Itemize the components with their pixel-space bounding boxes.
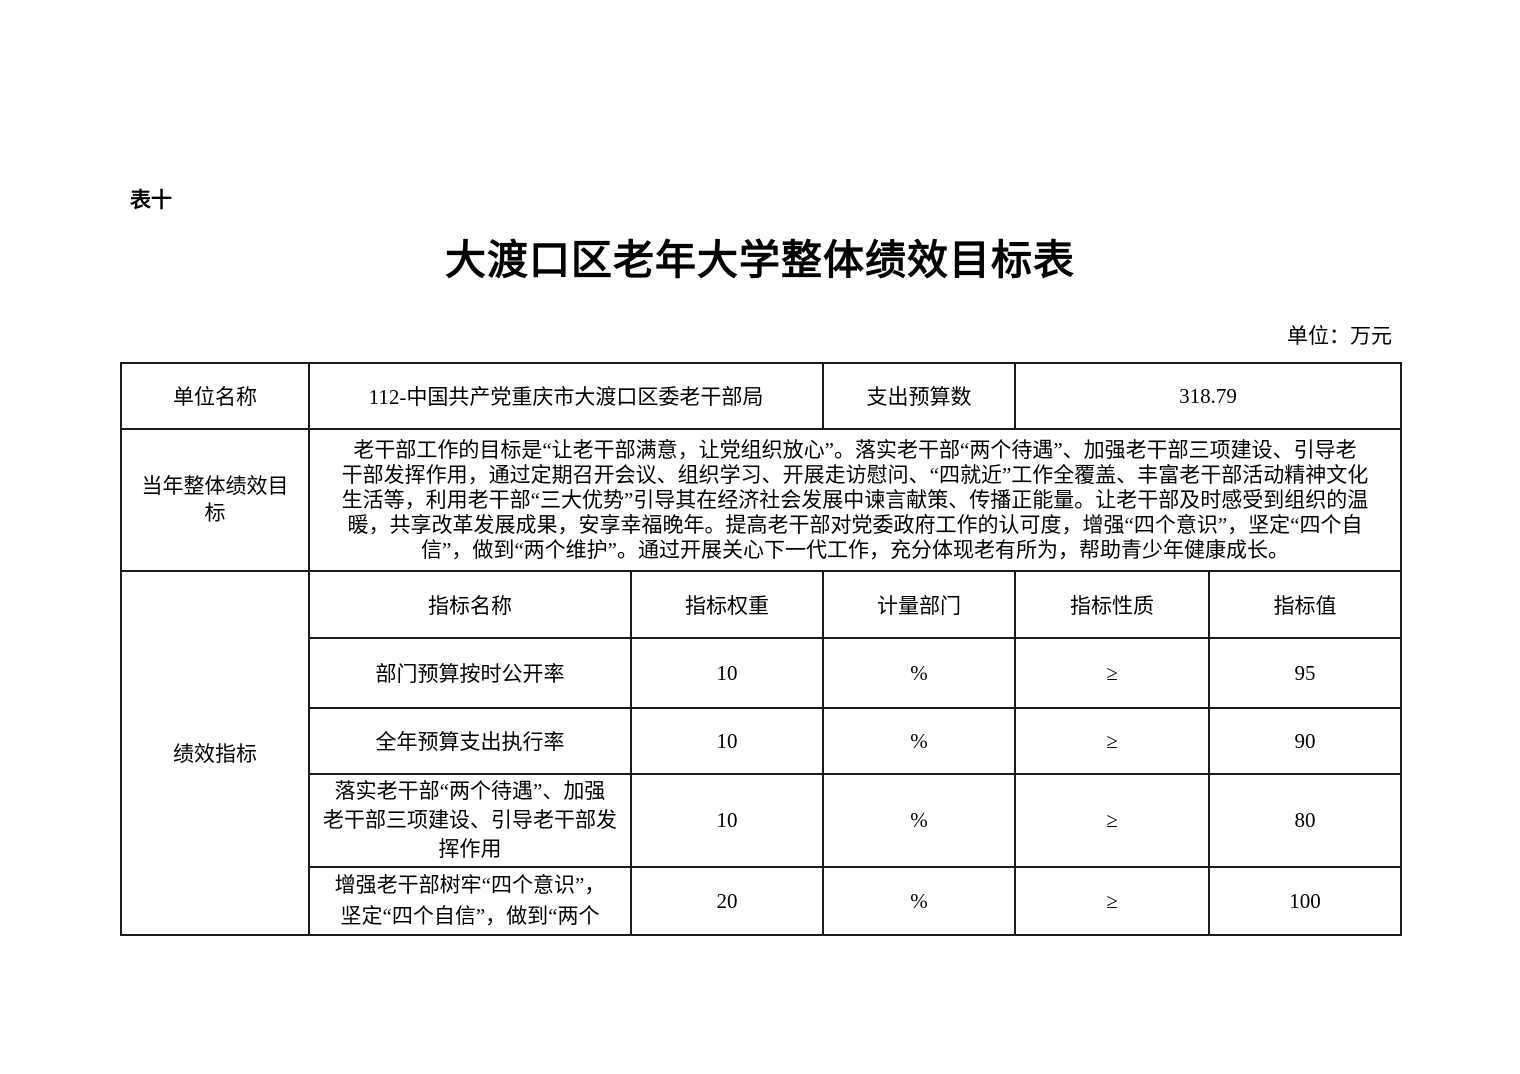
goal-text-cell: 老干部工作的目标是“让老干部满意，让党组织放心”。落实老干部“两个待遇”、加强老… xyxy=(308,428,1402,572)
table-row: 落实老干部“两个待遇”、加强 老干部三项建设、引导老干部发 挥作用 10 % ≥… xyxy=(121,773,1402,868)
indicator-nature-cell: ≥ xyxy=(1014,637,1210,709)
indicator-value-cell: 95 xyxy=(1208,637,1402,709)
indicator-dept-cell: % xyxy=(822,866,1016,936)
table-row: 部门预算按时公开率 10 % ≥ 95 xyxy=(121,637,1402,709)
indicator-name-cell: 部门预算按时公开率 xyxy=(308,637,632,709)
header-cell-indicator-weight: 指标权重 xyxy=(630,570,824,639)
unit-note: 单位：万元 xyxy=(1287,324,1392,348)
indicator-name-cell: 落实老干部“两个待遇”、加强 老干部三项建设、引导老干部发 挥作用 xyxy=(308,773,632,868)
goal-label-cell: 当年整体绩效目 标 xyxy=(120,428,310,572)
table-number-label: 表十 xyxy=(130,188,172,212)
table-row: 全年预算支出执行率 10 % ≥ 90 xyxy=(121,707,1402,775)
indicator-dept-cell: % xyxy=(822,707,1016,775)
header-cell-measure-dept: 计量部门 xyxy=(822,570,1016,639)
indicator-value-cell: 90 xyxy=(1208,707,1402,775)
header-cell-indicator-value: 指标值 xyxy=(1208,570,1402,639)
indicator-nature-cell: ≥ xyxy=(1014,707,1210,775)
document-title: 大渡口区老年大学整体绩效目标表 xyxy=(445,237,1075,283)
unit-name-value-cell: 112-中国共产党重庆市大渡口区委老干部局 xyxy=(308,362,824,430)
indicator-weight-cell: 20 xyxy=(630,866,824,936)
indicator-weight-cell: 10 xyxy=(630,637,824,709)
indicator-nature-cell: ≥ xyxy=(1014,773,1210,868)
indicator-name-cell: 全年预算支出执行率 xyxy=(308,707,632,775)
header-cell-indicator-nature: 指标性质 xyxy=(1014,570,1210,639)
indicator-value-cell: 100 xyxy=(1208,866,1402,936)
budget-label-cell: 支出预算数 xyxy=(822,362,1016,430)
unit-name-label-cell: 单位名称 xyxy=(120,362,310,430)
header-cell-indicator-name: 指标名称 xyxy=(308,570,632,639)
table-row: 绩效指标 指标名称 指标权重 计量部门 指标性质 指标值 xyxy=(120,570,1402,936)
indicator-dept-cell: % xyxy=(822,773,1016,868)
indicator-weight-cell: 10 xyxy=(630,707,824,775)
indicator-value-cell: 80 xyxy=(1208,773,1402,868)
performance-target-table: 单位名称 112-中国共产党重庆市大渡口区委老干部局 支出预算数 318.79 … xyxy=(120,362,1402,936)
table-row: 增强老干部树牢“四个意识”， 坚定“四个自信”，做到“两个 20 % ≥ 100 xyxy=(121,866,1402,936)
indicator-weight-cell: 10 xyxy=(630,773,824,868)
indicator-nature-cell: ≥ xyxy=(1014,866,1210,936)
section-label-cell: 绩效指标 xyxy=(120,570,310,936)
indicator-dept-cell: % xyxy=(822,637,1016,709)
budget-value-cell: 318.79 xyxy=(1014,362,1402,430)
table-row: 单位名称 112-中国共产党重庆市大渡口区委老干部局 支出预算数 318.79 xyxy=(120,362,1402,430)
table-row: 当年整体绩效目 标 老干部工作的目标是“让老干部满意，让党组织放心”。落实老干部… xyxy=(120,428,1402,572)
indicator-name-cell: 增强老干部树牢“四个意识”， 坚定“四个自信”，做到“两个 xyxy=(308,866,632,936)
